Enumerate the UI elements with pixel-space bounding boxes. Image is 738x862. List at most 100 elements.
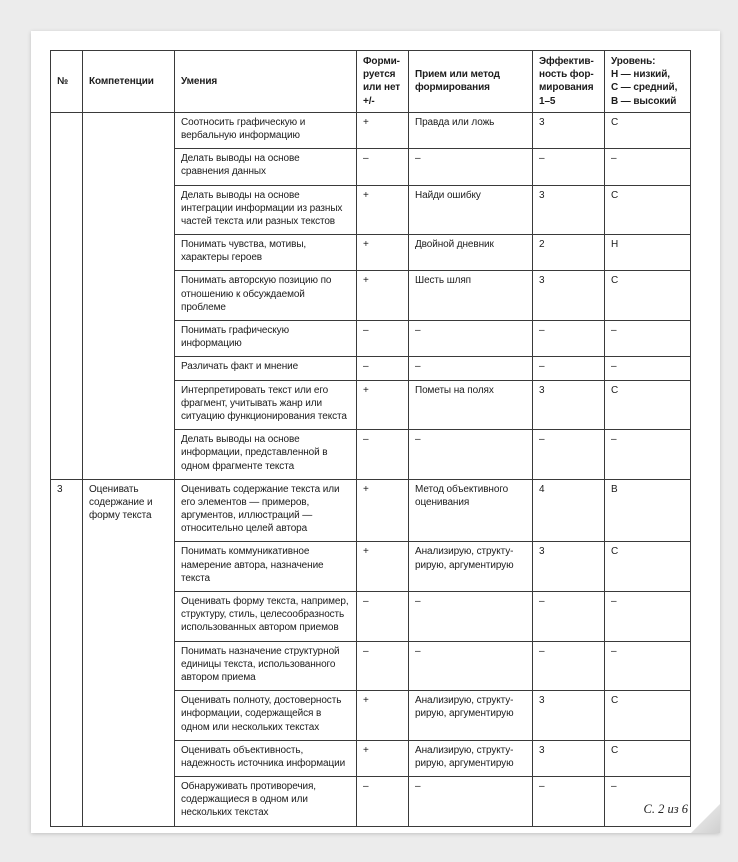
cell-formed: – (356, 776, 409, 827)
header-level: Уровень: Н — низкий, С — средний, В — вы… (604, 50, 691, 113)
cell-level: С (604, 379, 691, 431)
cell-effectiveness: – (532, 319, 605, 358)
table-row: Обнаруживать противоречия, содержащиеся … (51, 776, 691, 827)
cell-skill: Понимать коммуникативное намерение автор… (174, 541, 357, 592)
header-formed: Форми- руется или нет +/- (356, 50, 409, 113)
cell-level: – (604, 640, 691, 692)
cell-formed: + (356, 541, 409, 592)
table-row: Делать выводы на основе информации, пред… (51, 429, 691, 480)
table-row: Делать выводы на основе сравнения данных… (51, 148, 691, 186)
cell-competency (82, 111, 175, 480)
cell-method: – (408, 591, 533, 642)
table-row: Оценивать объективность, надежность исто… (51, 739, 691, 778)
page-number: С. 2 из 6 (643, 802, 688, 816)
competency-table: № Компетенции Умения Форми- руется или нет … (50, 50, 691, 827)
cell-level: – (604, 148, 691, 186)
cell-method: – (408, 148, 533, 186)
cell-formed: + (356, 478, 409, 543)
table-row: Различать факт и мнение – – – – (51, 356, 691, 381)
cell-level: Н (604, 234, 691, 272)
cell-effectiveness: 3 (532, 270, 605, 321)
cell-formed: + (356, 111, 409, 150)
table-row: Понимать графическую информацию – – – – (51, 319, 691, 358)
cell-effectiveness: – (532, 356, 605, 381)
cell-formed: – (356, 148, 409, 186)
header-method: Прием или метод формирования (408, 50, 533, 113)
cell-skill: Интерпретировать текст или его фрагмент,… (174, 379, 357, 431)
cell-method: – (408, 429, 533, 480)
cell-formed: + (356, 690, 409, 741)
cell-skill: Оценивать полноту, достоверность информа… (174, 690, 357, 741)
cell-level: – (604, 356, 691, 381)
table-body: Соотносить графическую и вербальную инфо… (50, 111, 691, 827)
cell-formed: + (356, 184, 409, 236)
cell-num: 3 (50, 478, 83, 827)
cell-competency: Оценивать содержание и форму текста (82, 478, 175, 827)
cell-level: С (604, 690, 691, 741)
cell-formed: – (356, 591, 409, 642)
cell-effectiveness: – (532, 591, 605, 642)
cell-method: Анализирую, структу- рирую, аргументирую (408, 541, 533, 592)
table-row: Оценивать форму текста, например, структ… (51, 591, 691, 642)
cell-skill: Понимать назначение структурной единицы … (174, 640, 357, 692)
cell-formed: + (356, 379, 409, 431)
cell-level: С (604, 270, 691, 321)
cell-method: Найди ошибку (408, 184, 533, 236)
cell-effectiveness: – (532, 429, 605, 480)
cell-skill: Понимать чувства, мотивы, характеры геро… (174, 234, 357, 272)
cell-method: – (408, 776, 533, 827)
page-corner-fold (691, 804, 720, 833)
cell-skill: Обнаруживать противоречия, содержащиеся … (174, 776, 357, 827)
cell-level: – (604, 776, 691, 827)
cell-method: Анализирую, структу- рирую, аргументирую (408, 739, 533, 778)
cell-skill: Оценивать форму текста, например, структ… (174, 591, 357, 642)
cell-effectiveness: 3 (532, 379, 605, 431)
table-row: Интерпретировать текст или его фрагмент,… (51, 379, 691, 431)
cell-skill: Соотносить графическую и вербальную инфо… (174, 111, 357, 150)
cell-formed: – (356, 319, 409, 358)
table-row: Понимать назначение структурной единицы … (51, 640, 691, 692)
cell-formed: + (356, 739, 409, 778)
table-header-row: № Компетенции Умения Форми- руется или нет … (50, 50, 691, 113)
cell-method: Метод объективного оценивания (408, 478, 533, 543)
cell-level: С (604, 111, 691, 150)
cell-skill: Оценивать объективность, надежность исто… (174, 739, 357, 778)
cell-level: – (604, 591, 691, 642)
table-row: Оценивать полноту, достоверность информа… (51, 690, 691, 741)
table-row: 3 Оценивать содержание и форму текста Оцен… (50, 478, 691, 827)
cell-num (50, 111, 83, 480)
cell-method: Шесть шляп (408, 270, 533, 321)
cell-skill: Понимать графическую информацию (174, 319, 357, 358)
cell-method: Пометы на полях (408, 379, 533, 431)
cell-level: С (604, 541, 691, 592)
cell-formed: – (356, 640, 409, 692)
header-effectiveness: Эффектив- ность фор- мирования 1–5 (532, 50, 605, 113)
cell-formed: + (356, 234, 409, 272)
cell-effectiveness: 3 (532, 690, 605, 741)
cell-formed: – (356, 356, 409, 381)
cell-formed: – (356, 429, 409, 480)
cell-method: Правда или ложь (408, 111, 533, 150)
cell-skill: Делать выводы на основе информации, пред… (174, 429, 357, 480)
table-row: Понимать чувства, мотивы, характеры геро… (51, 234, 691, 272)
cell-skill: Делать выводы на основе сравнения данных (174, 148, 357, 186)
cell-level: С (604, 739, 691, 778)
cell-effectiveness: 2 (532, 234, 605, 272)
cell-skill: Понимать авторскую позицию по отношению … (174, 270, 357, 321)
cell-skill: Делать выводы на основе интеграции инфор… (174, 184, 357, 236)
cell-effectiveness: – (532, 148, 605, 186)
header-competencies: Компетенции (82, 50, 175, 113)
cell-method: Двойной дневник (408, 234, 533, 272)
cell-effectiveness: 3 (532, 111, 605, 150)
cell-method: – (408, 319, 533, 358)
cell-method: Анализирую, структу- рирую, аргументирую (408, 690, 533, 741)
cell-level: С (604, 184, 691, 236)
table-row: Понимать авторскую позицию по отношению … (51, 270, 691, 321)
cell-skill: Оценивать содержание текста или его элем… (174, 478, 357, 543)
cell-effectiveness: 3 (532, 541, 605, 592)
cell-effectiveness: – (532, 640, 605, 692)
cell-effectiveness: 4 (532, 478, 605, 543)
cell-level: В (604, 478, 691, 543)
cell-effectiveness: 3 (532, 184, 605, 236)
cell-effectiveness: – (532, 776, 605, 827)
